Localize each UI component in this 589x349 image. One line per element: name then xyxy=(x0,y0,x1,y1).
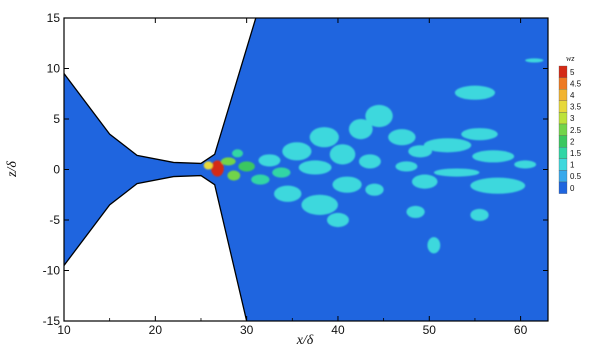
vortex-blob xyxy=(251,174,270,185)
vortex-blob xyxy=(423,138,472,153)
x-tick-label: 50 xyxy=(423,323,437,337)
x-tick-label: 20 xyxy=(149,323,163,337)
vortex-blob xyxy=(433,168,480,177)
colorbar-swatch xyxy=(558,170,568,183)
vortex-structures xyxy=(203,58,544,254)
vortex-blob xyxy=(301,194,338,215)
colorbar-swatch xyxy=(558,65,568,78)
vortex-blob xyxy=(388,129,416,146)
colorbar-level-label: 4.5 xyxy=(570,79,582,88)
colorbar-swatch xyxy=(558,135,568,148)
vortex-blob xyxy=(232,149,243,158)
plot-area xyxy=(64,18,548,321)
colorbar-legend: wz 5 4.5 4 3.5 3 2.5 2 1.5 1 0.5 0 xyxy=(558,54,582,194)
colorbar-swatch xyxy=(558,89,568,101)
colorbar-swatch xyxy=(558,123,568,136)
colorbar-swatch xyxy=(558,181,568,194)
x-tick-label: 60 xyxy=(514,323,528,337)
x-tick-label: 10 xyxy=(57,323,71,337)
x-axis-label: x/δ xyxy=(296,333,314,348)
vortex-blob xyxy=(454,85,496,100)
x-tick-label: 30 xyxy=(240,323,254,337)
y-tick-label: 0 xyxy=(53,163,60,177)
vortex-blob xyxy=(525,58,544,63)
colorbar-swatch xyxy=(558,112,568,125)
y-tick-label: 10 xyxy=(47,62,61,76)
vortex-blob xyxy=(470,177,526,194)
vortex-blob xyxy=(298,160,332,175)
x-tick-label: 40 xyxy=(331,323,345,337)
colorbar-swatch xyxy=(558,158,568,171)
lower-wall-boundary xyxy=(64,174,248,321)
vortex-blob xyxy=(427,237,441,254)
vortex-blob xyxy=(258,154,281,167)
vortex-blob xyxy=(411,174,438,189)
vortex-blob xyxy=(211,160,224,177)
colorbar-swatch xyxy=(558,147,568,159)
vortex-blob xyxy=(395,161,418,172)
colorbar-swatch xyxy=(558,77,568,90)
vortex-blob xyxy=(221,157,236,166)
vortex-blob xyxy=(348,119,373,140)
colorbar-level-label: 1 xyxy=(570,161,575,170)
vortex-blob xyxy=(282,142,312,161)
vortex-blob xyxy=(406,205,425,218)
colorbar-level-label: 0 xyxy=(570,184,575,193)
y-tick-label: 15 xyxy=(47,11,61,25)
vortex-blob xyxy=(329,144,356,165)
colorbar-level-label: 0.5 xyxy=(570,172,582,181)
y-axis-label: z/δ xyxy=(5,161,20,178)
vortex-blob xyxy=(461,128,498,141)
vortex-blob xyxy=(358,154,381,169)
vortex-blob xyxy=(309,127,339,148)
vortex-blob xyxy=(408,145,433,158)
colorbar-level-label: 5 xyxy=(570,68,575,77)
colorbar-level-label: 2.5 xyxy=(570,126,582,135)
vortex-blob xyxy=(272,167,291,178)
x-axis: 10 20 30 40 50 60 xyxy=(57,18,528,337)
colorbar-level-label: 1.5 xyxy=(570,149,582,158)
colorbar-level-label: 4 xyxy=(570,91,575,100)
y-tick-label: -10 xyxy=(43,264,61,278)
vortex-blob xyxy=(514,160,537,169)
vortex-blob xyxy=(365,104,393,128)
vortex-blob xyxy=(227,170,241,181)
colorbar-level-label: 3.5 xyxy=(570,103,582,112)
vortex-blob xyxy=(327,212,349,228)
y-tick-label: 5 xyxy=(53,112,60,126)
vortex-blob xyxy=(203,161,213,170)
y-tick-label: -15 xyxy=(43,314,61,328)
colorbar-title: wz xyxy=(566,54,575,63)
vortex-blob xyxy=(470,208,489,222)
vortex-blob xyxy=(472,150,515,163)
vortex-blob xyxy=(332,176,362,193)
vortex-blob xyxy=(238,161,255,172)
vortex-blob xyxy=(365,183,384,196)
y-tick-label: -5 xyxy=(49,213,60,227)
y-axis: 15 10 5 0 -5 -10 -15 xyxy=(43,11,548,328)
upper-wall-boundary xyxy=(64,18,257,165)
colorbar-swatch xyxy=(558,100,568,113)
colorbar-level-label: 2 xyxy=(570,137,575,146)
vortex-blob xyxy=(274,185,302,202)
colorbar-level-label: 3 xyxy=(570,114,575,123)
